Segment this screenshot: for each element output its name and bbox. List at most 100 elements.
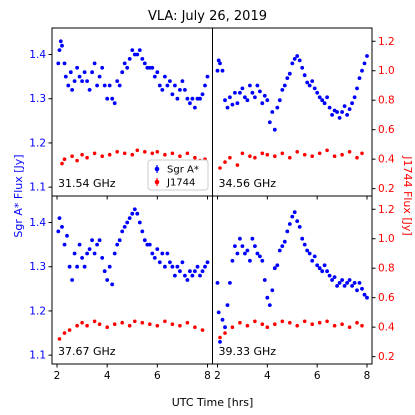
sgra-point (347, 107, 352, 111)
j1744-point (340, 152, 344, 157)
j1744-point (245, 323, 250, 328)
sgra-point (297, 225, 302, 229)
sgra-point (238, 236, 242, 241)
sgra-point (150, 65, 155, 70)
y-tick-label-right: 0.2 (378, 183, 395, 195)
sgra-point (66, 83, 71, 88)
legend-marker (154, 179, 160, 185)
legend: Sgr A* J1744 (147, 159, 209, 191)
sgra-point (105, 96, 110, 101)
sgra-point (80, 256, 84, 260)
j1744-point (105, 325, 109, 330)
y-tick-label-left: 1.1 (29, 182, 46, 194)
sgra-point (350, 284, 354, 288)
sgra-point (170, 264, 175, 269)
j1744-point (75, 323, 79, 328)
sgra-point (140, 57, 145, 61)
sgra-point (85, 251, 89, 256)
sgra-point (147, 242, 152, 247)
sgra-point (365, 54, 369, 58)
sgra-point (272, 127, 277, 132)
sgra-point (107, 264, 112, 269)
sgra-point (325, 95, 329, 100)
y-tick-label-right: 1.2 (378, 36, 395, 48)
sgra-point (220, 68, 225, 73)
sgra-point (68, 70, 73, 75)
sgra-point (203, 264, 207, 269)
j1744-point (310, 154, 315, 158)
sgra-point (215, 68, 220, 73)
j1744-point (218, 166, 222, 170)
x-tick-label: 4 (104, 370, 111, 382)
j1744-point (332, 154, 337, 158)
sgra-point (100, 65, 105, 70)
j1744-point (355, 155, 359, 160)
sgra-point (330, 113, 334, 117)
chart-title: VLA: July 26, 2019 (148, 9, 267, 24)
sgra-point (220, 317, 225, 322)
j1744-point (133, 319, 137, 324)
sgra-point (112, 251, 117, 256)
sgra-point (163, 264, 167, 269)
j1744-point (193, 325, 197, 330)
sgra-point (307, 251, 312, 256)
sgra-point (107, 83, 112, 88)
sgra-point (200, 269, 205, 274)
j1744-point (273, 322, 277, 327)
sgra-point (115, 79, 120, 83)
j1744-point (260, 322, 265, 327)
sgra-point (142, 61, 147, 66)
j1744-point (135, 148, 140, 153)
sgra-point (317, 95, 322, 100)
sgra-point (120, 70, 125, 75)
sgra-point (160, 251, 165, 256)
j1744-point (260, 151, 265, 156)
sgra-point (190, 96, 195, 101)
sgra-point (193, 269, 197, 274)
sgra-point (243, 95, 247, 100)
sgra-point (352, 95, 357, 100)
sgra-point (233, 244, 237, 249)
sgra-point (142, 238, 147, 243)
sgra-point (72, 79, 77, 83)
sgra-point (243, 251, 247, 256)
j1744-point (57, 337, 62, 341)
y-tick-label-right: 1.2 (378, 204, 395, 216)
y-tick-label-right: 1.0 (378, 65, 395, 77)
j1744-point (120, 320, 124, 325)
sgra-point (337, 281, 342, 285)
sgra-point (345, 281, 349, 285)
sgra-point (80, 79, 84, 83)
j1744-point (325, 148, 329, 153)
legend-label: Sgr A* (167, 165, 199, 176)
sgra-point (152, 256, 157, 260)
sgra-point (248, 83, 252, 88)
sgra-point (238, 90, 242, 95)
sgra-point (260, 258, 265, 263)
sgra-point (340, 278, 344, 282)
sgra-point (332, 275, 337, 279)
j1744-point (360, 323, 364, 328)
sgra-point (347, 278, 352, 282)
sgra-point (77, 242, 82, 247)
x-tick-label: 8 (364, 370, 371, 382)
sgra-point (127, 216, 132, 221)
y-tick-label-left: 1.3 (29, 93, 46, 105)
j1744-point (85, 323, 89, 328)
j1744-point (325, 319, 329, 324)
y-tick-label-left: 1.2 (29, 305, 46, 317)
sgra-point (250, 236, 255, 241)
sgra-point (216, 310, 221, 315)
sgra-point (285, 76, 290, 80)
sgra-point (310, 79, 315, 83)
sgra-point (100, 256, 105, 260)
sgra-point (285, 229, 290, 234)
sgra-point (280, 244, 285, 249)
sgra-point (337, 116, 342, 120)
sgra-point (170, 92, 175, 97)
sgra-point (235, 251, 240, 256)
j1744-point (97, 322, 102, 327)
sgra-point (77, 74, 82, 79)
j1744-point (80, 152, 84, 157)
y-tick-label-right: 0.4 (378, 322, 395, 334)
